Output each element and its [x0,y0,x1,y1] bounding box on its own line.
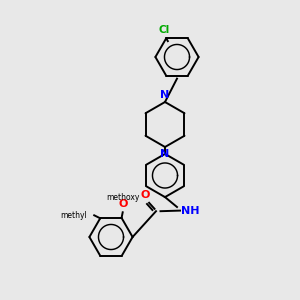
Text: Cl: Cl [158,25,169,35]
Text: methoxy: methoxy [106,193,140,202]
Text: O: O [118,199,128,209]
Text: NH: NH [182,206,200,216]
Text: O: O [141,190,150,200]
Text: N: N [160,90,169,100]
Text: N: N [160,149,169,159]
Text: methyl: methyl [60,211,87,220]
